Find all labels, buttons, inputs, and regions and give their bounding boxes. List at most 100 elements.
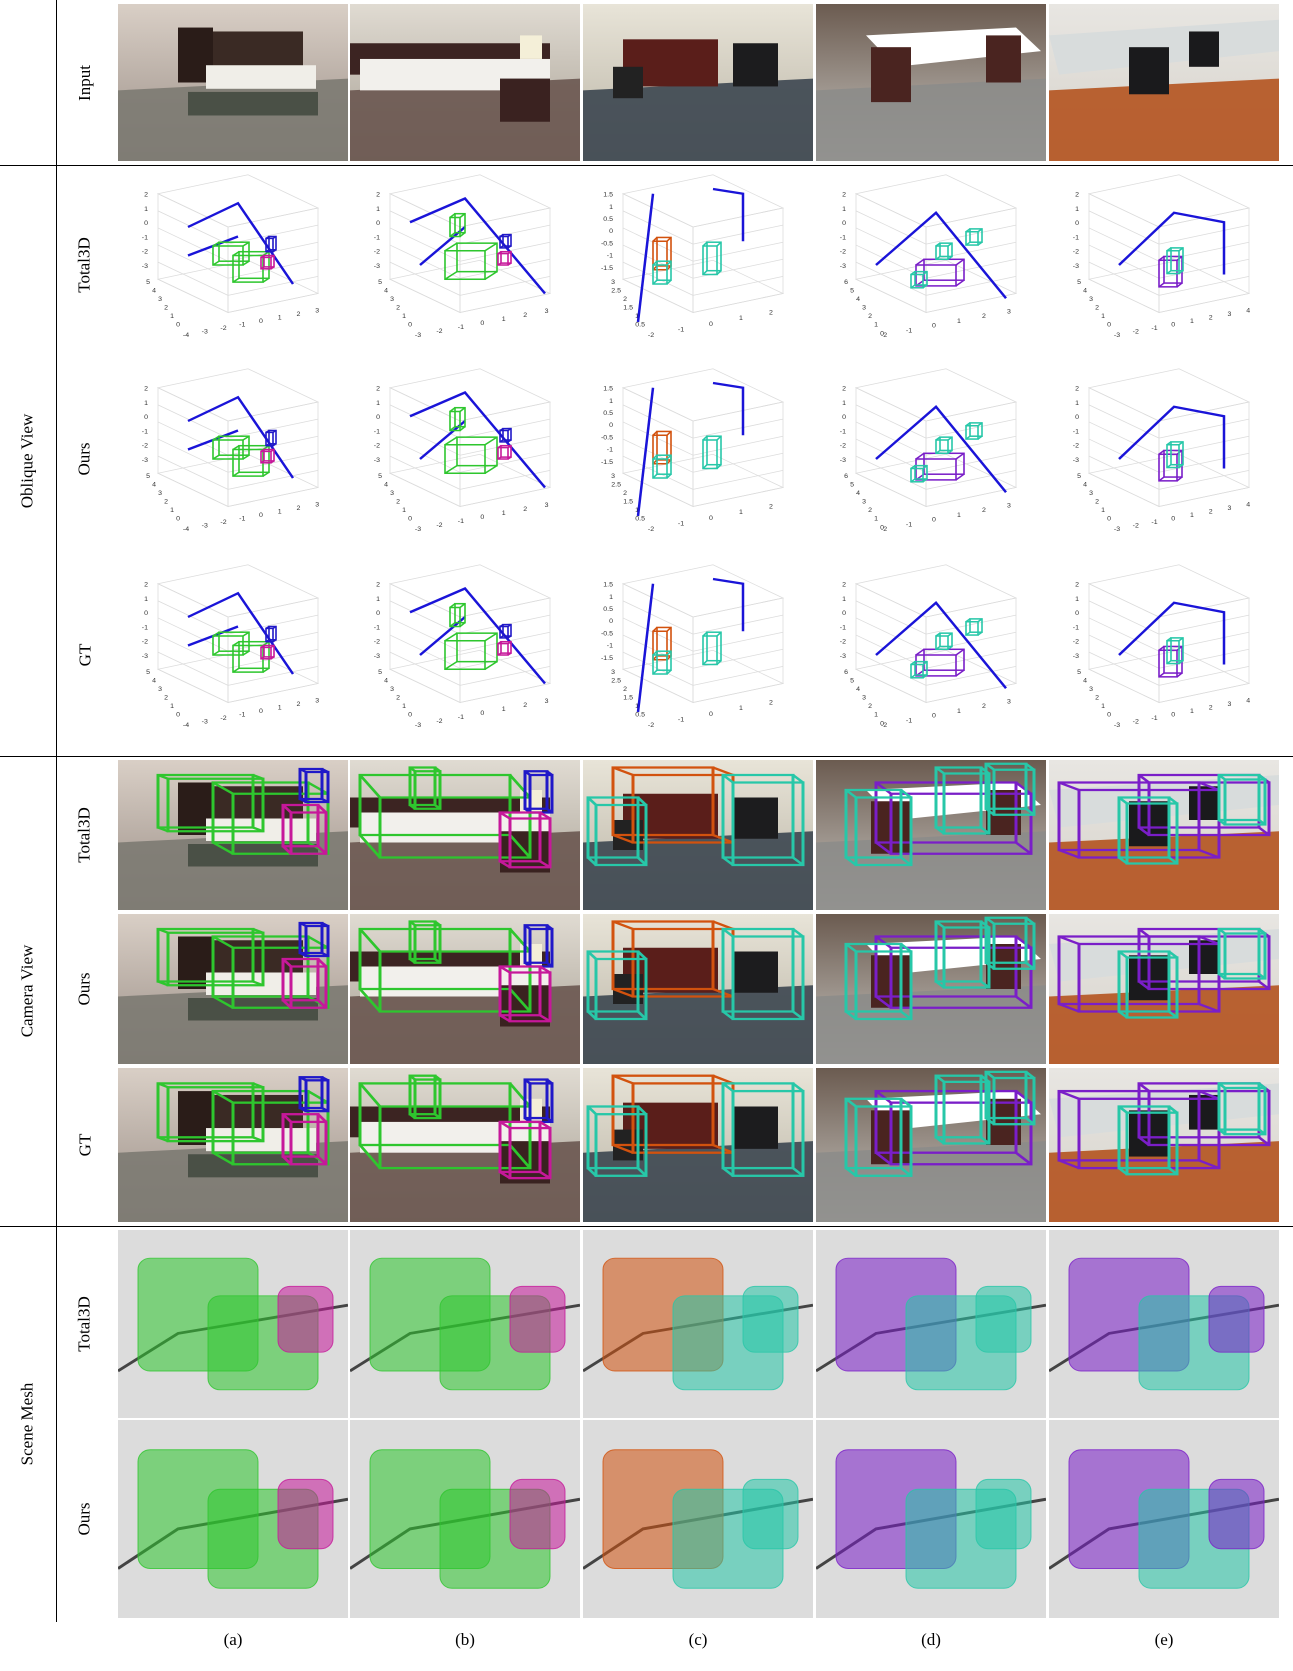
- z-tick-label: 0: [144, 220, 148, 227]
- bed-box: [444, 242, 498, 281]
- layout-line: [409, 587, 546, 685]
- x-tick-label: 3: [1007, 309, 1011, 316]
- z-tick-label: -1: [840, 234, 846, 241]
- x-tick-label: -2: [881, 722, 887, 729]
- x-tick-label: -1: [239, 516, 245, 523]
- x-tick-label: -3: [415, 722, 421, 729]
- bed-box: [358, 927, 532, 1013]
- y-tick-label: 2: [623, 686, 627, 693]
- y-tick-label: 2: [164, 305, 168, 312]
- y-tick-label: 0.5: [635, 516, 645, 523]
- x-tick-label: 1: [957, 708, 961, 715]
- x-tick-label: -2: [648, 526, 654, 533]
- table-box: [1158, 255, 1183, 288]
- z-tick-label: -3: [840, 263, 846, 270]
- y-tick-label: 4: [1083, 678, 1087, 685]
- chair-box: [984, 762, 1036, 816]
- y-tick-label: 5: [1077, 279, 1081, 286]
- bed-box: [449, 406, 466, 432]
- panel-input-input-a: [118, 4, 348, 161]
- office-chair: [733, 43, 778, 87]
- panel-mesh-ours-e: [1049, 1420, 1279, 1618]
- layout-line: [636, 193, 655, 323]
- nightstand-box: [499, 623, 512, 639]
- layout-line: [712, 187, 745, 242]
- chair-box: [1217, 773, 1267, 826]
- panel-oblique-gt-e: 2 1 0 -1 -2 -3 5 4 3 2 1 0 -3 -2 -1 0 1 2 3 4: [1049, 560, 1279, 750]
- y-tick-label: 4: [384, 678, 388, 685]
- y-tick-label: 3: [158, 296, 162, 303]
- x-tick-label: 2: [769, 700, 773, 707]
- x-tick-label: 0: [259, 512, 263, 519]
- z-tick-label: 2: [144, 192, 148, 199]
- z-tick-label: -3: [840, 653, 846, 660]
- x-tick-label: -2: [881, 332, 887, 339]
- panel-mesh-ours-a: [118, 1420, 348, 1618]
- y-tick-label: 4: [856, 490, 860, 497]
- x-tick-label: 0: [932, 517, 936, 524]
- x-tick-label: -2: [1133, 719, 1139, 726]
- panel-mesh-ours-b: [350, 1420, 580, 1618]
- y-tick-label: 1: [170, 507, 174, 514]
- panel-oblique-ours-a: 2 1 0 -1 -2 -3 5 4 3 2 1 0 -4 -3 -2 -1 0 1 2 3: [118, 364, 348, 554]
- chair-box: [721, 927, 805, 1021]
- y-tick-label: 5: [146, 473, 150, 480]
- plot-grid: [156, 564, 320, 704]
- desk-box: [652, 236, 672, 271]
- x-tick-label: -1: [906, 718, 912, 725]
- z-tick-label: 1: [842, 206, 846, 213]
- x-tick-label: 1: [1190, 318, 1194, 325]
- layout-line: [875, 405, 1007, 493]
- x-tick-label: 4: [1246, 697, 1250, 704]
- bed-box: [408, 766, 442, 810]
- floor: [118, 78, 348, 161]
- x-tick-label: -2: [648, 722, 654, 729]
- group-label-mesh: Scene Mesh: [17, 1382, 36, 1466]
- panel-camera-total3d-d: [816, 760, 1046, 910]
- z-tick-label: 0.5: [603, 410, 613, 417]
- y-tick-label: 1: [635, 507, 639, 514]
- y-tick-label: 3: [862, 695, 866, 702]
- z-tick-label: 1.5: [603, 386, 613, 393]
- z-tick-label: -2: [374, 443, 380, 450]
- cabinet-box: [260, 254, 275, 270]
- y-tick-label: 1.5: [623, 305, 633, 312]
- object-mesh: [277, 1285, 334, 1353]
- y-tick-label: 6: [844, 279, 848, 286]
- panel-mesh-total3d-c: [583, 1230, 813, 1418]
- cabinet-box: [281, 803, 328, 855]
- chair-box: [702, 241, 722, 276]
- x-tick-label: 1: [278, 509, 282, 516]
- z-tick-label: -3: [1073, 263, 1079, 270]
- z-tick-label: 2: [842, 582, 846, 589]
- column-label-c: (c): [688, 1630, 708, 1649]
- y-tick-label: 1: [402, 313, 406, 320]
- x-tick-label: 0: [480, 320, 484, 327]
- row-label-oblique-ours: Ours: [75, 442, 94, 476]
- y-tick-label: 0: [1107, 516, 1111, 523]
- cabinet-box: [497, 640, 512, 656]
- x-tick-label: 1: [957, 512, 961, 519]
- x-tick-label: 3: [315, 697, 319, 704]
- chair-box: [910, 660, 928, 679]
- layout-line: [875, 211, 1007, 299]
- chair-box: [1217, 1082, 1267, 1136]
- y-tick-label: 2: [623, 490, 627, 497]
- x-tick-label: 2: [982, 703, 986, 710]
- panel-mesh-ours-c: [583, 1420, 813, 1618]
- x-tick-label: -1: [239, 322, 245, 329]
- y-tick-label: 5: [850, 482, 854, 489]
- y-tick-label: 5: [378, 669, 382, 676]
- panel-oblique-total3d-e: 2 1 0 -1 -2 -3 5 4 3 2 1 0 -3 -2 -1 0 1 2 3 4: [1049, 170, 1279, 360]
- z-tick-label: 1: [609, 204, 613, 211]
- x-tick-label: -3: [1114, 526, 1120, 533]
- y-tick-label: 4: [1083, 482, 1087, 489]
- x-tick-label: -1: [1151, 325, 1157, 332]
- nightstand-box: [499, 233, 512, 249]
- x-tick-label: 1: [278, 315, 282, 322]
- bed-box: [444, 436, 498, 475]
- chair: [871, 47, 911, 103]
- x-tick-label: -1: [1151, 519, 1157, 526]
- z-tick-label: 0: [376, 220, 380, 227]
- panel-mesh-total3d-e: [1049, 1230, 1279, 1418]
